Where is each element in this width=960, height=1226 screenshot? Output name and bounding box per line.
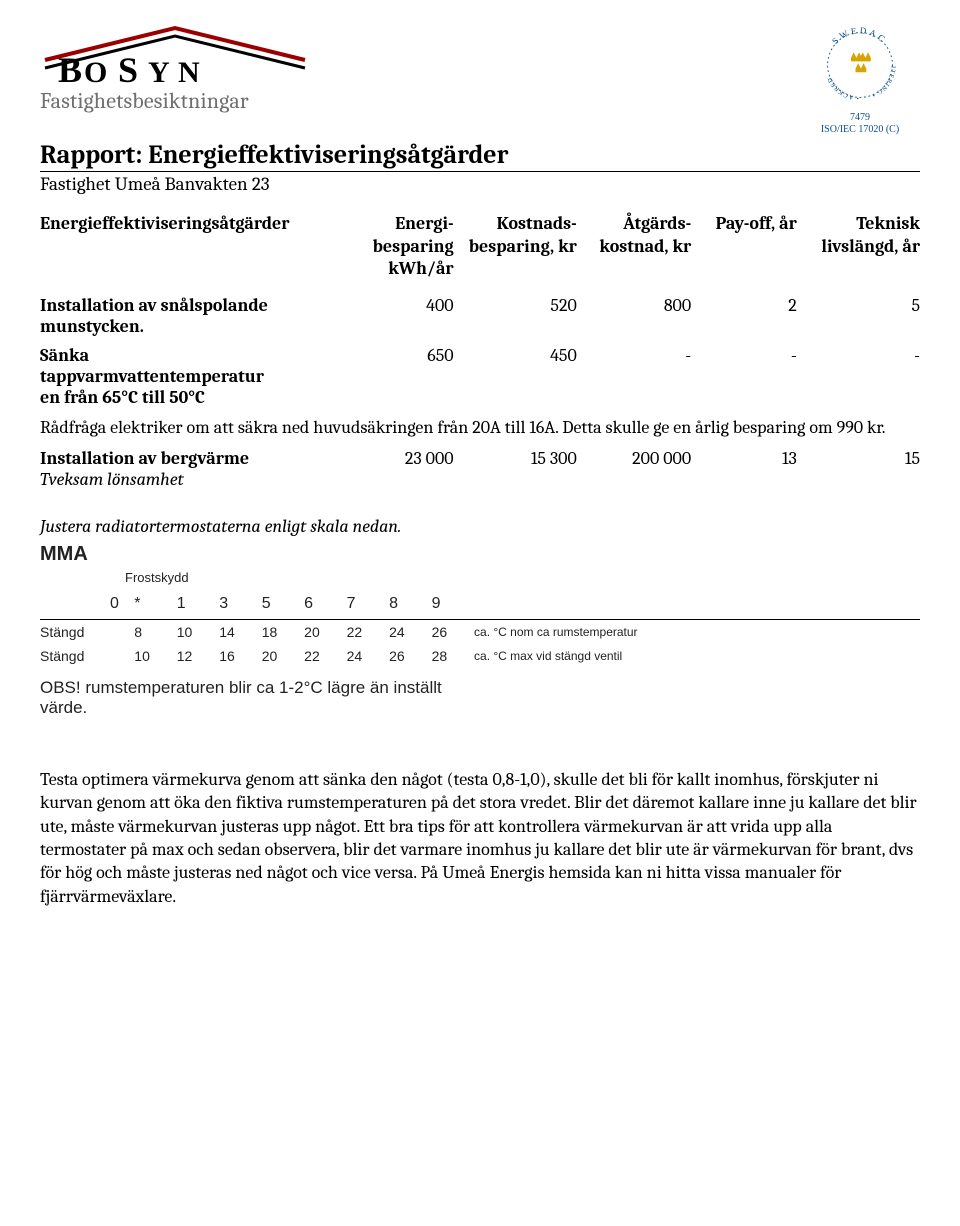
table-row: Installation av snålspolande munstycken.… (40, 291, 920, 341)
mma-rowb-extra: ca. °C max vid stängd ventil (474, 644, 920, 668)
mma-obs-note: OBS! rumstemperaturen blir ca 1-2°C lägr… (40, 678, 470, 718)
body-paragraph: Testa optimera värmekurva genom att sänk… (40, 768, 920, 908)
svg-text:SWEDAC: SWEDAC (830, 25, 889, 46)
thermostat-note: Justera radiatortermostaterna enligt ska… (40, 516, 920, 537)
mma-rowb-label: Stängd (40, 644, 110, 668)
svg-text:N: N (178, 56, 204, 89)
mma-scale-block: MMA Frostskydd 0 * 1 3 5 6 7 8 9 Stängd … (40, 543, 920, 718)
company-logo: B O S Y N Fastighetsbesiktningar (40, 20, 340, 114)
svg-text:O: O (84, 56, 111, 89)
row1-v3: 2 (691, 291, 797, 341)
page-title: Rapport: Energieffektiviseringsåtgärder (40, 140, 920, 172)
row3-label-l1: Installation av bergvärme (40, 448, 249, 469)
mma-h3: 3 (219, 591, 261, 620)
row1-v1: 520 (454, 291, 577, 341)
row2-v1: 450 (454, 341, 577, 412)
mma-h7: 8 (389, 591, 431, 620)
mma-h5: 6 (304, 591, 346, 620)
col5-l2: livslängd, år (821, 236, 920, 257)
mma-row-a: Stängd 8 10 14 18 20 22 24 26 ca. °C nom… (40, 619, 920, 644)
svg-text:B: B (58, 50, 86, 90)
row3-v4: 15 (797, 444, 920, 494)
mma-header-row: 0 * 1 3 5 6 7 8 9 (40, 591, 920, 620)
accreditation-code: 7479 (800, 112, 920, 124)
row2-v3: - (691, 341, 797, 412)
svg-text:Y: Y (148, 56, 174, 89)
row1-v0: 400 (322, 291, 454, 341)
col4-l1: Pay-off, år (716, 213, 797, 234)
mma-scale-table: 0 * 1 3 5 6 7 8 9 Stängd 8 10 14 18 20 2… (40, 591, 920, 668)
mma-h8: 9 (432, 591, 474, 620)
mma-brand: MMA (40, 543, 920, 566)
mma-h1: * (134, 591, 176, 620)
mma-h6: 7 (347, 591, 389, 620)
mma-rowa-extra: ca. °C nom ca rumstemperatur (474, 619, 920, 644)
col3-l1: Åtgärds- (623, 213, 691, 234)
row2-label-l3: en från 65°C till 50°C (40, 387, 205, 408)
company-tagline: Fastighetsbesiktningar (40, 88, 340, 114)
row3-v2: 200 000 (577, 444, 691, 494)
row2-v4: - (797, 341, 920, 412)
col3-l2: kostnad, kr (599, 236, 691, 257)
accreditation-stamp: SWEDAC • ACKRED ITERING • 7479 ISO/IEC 1… (800, 20, 920, 136)
row2-label-l1: Sänka (40, 345, 89, 366)
mma-frost-label: Frostskydd (125, 570, 920, 585)
mma-rowa-label: Stängd (40, 619, 110, 644)
measures-table-head: Energieffektiviseringsåtgärder Energi-be… (40, 213, 920, 291)
table-row: Sänka tappvarmvattentemperatur en från 6… (40, 341, 920, 412)
col5-l1: Teknisk (856, 213, 920, 234)
svg-text:S: S (118, 50, 142, 90)
table-note-row: Rådfråga elektriker om att säkra ned huv… (40, 412, 920, 444)
row2-v0: 650 (322, 341, 454, 412)
title-block: Rapport: Energieffektiviseringsåtgärder … (40, 140, 920, 195)
table-row: Installation av bergvärme Tveksam lönsam… (40, 444, 920, 494)
swedac-stamp-icon: SWEDAC • ACKRED ITERING • (815, 20, 905, 110)
mma-row-b: Stängd 10 12 16 20 22 24 26 28 ca. °C ma… (40, 644, 920, 668)
row2-label-l2: tappvarmvattentemperatur (40, 366, 264, 387)
mma-h2: 1 (177, 591, 219, 620)
col1-l1: Energi-besparing (373, 213, 454, 257)
col2-l1: Kostnads- (497, 213, 577, 234)
row1-v4: 5 (797, 291, 920, 341)
page-header: B O S Y N Fastighetsbesiktningar SWEDAC … (40, 20, 920, 136)
bosyn-logo-icon: B O S Y N (40, 20, 310, 90)
row1-label-l2: munstycken. (40, 316, 144, 337)
note1: Rådfråga elektriker om att säkra ned huv… (40, 412, 920, 444)
row1-v2: 800 (577, 291, 691, 341)
row3-label-l2: Tveksam lönsamhet (40, 469, 184, 490)
row2-v2: - (577, 341, 691, 412)
row3-v0: 23 000 (322, 444, 454, 494)
accreditation-standard: ISO/IEC 17020 (C) (800, 124, 920, 136)
row3-v3: 13 (691, 444, 797, 494)
col1-l2: kWh/år (388, 258, 453, 279)
svg-text:ITERING •: ITERING • (870, 66, 896, 99)
page-subtitle: Fastighet Umeå Banvakten 23 (40, 173, 920, 195)
svg-text:• ACKRED: • ACKRED (826, 76, 859, 102)
mma-h4: 5 (262, 591, 304, 620)
col0-l1: Energieffektiviseringsåtgärder (40, 213, 289, 234)
row1-label-l1: Installation av snålspolande (40, 295, 268, 316)
row3-v1: 15 300 (454, 444, 577, 494)
mma-h0: 0 (110, 591, 134, 620)
col2-l2: besparing, kr (469, 236, 577, 257)
measures-table: Energieffektiviseringsåtgärder Energi-be… (40, 213, 920, 494)
